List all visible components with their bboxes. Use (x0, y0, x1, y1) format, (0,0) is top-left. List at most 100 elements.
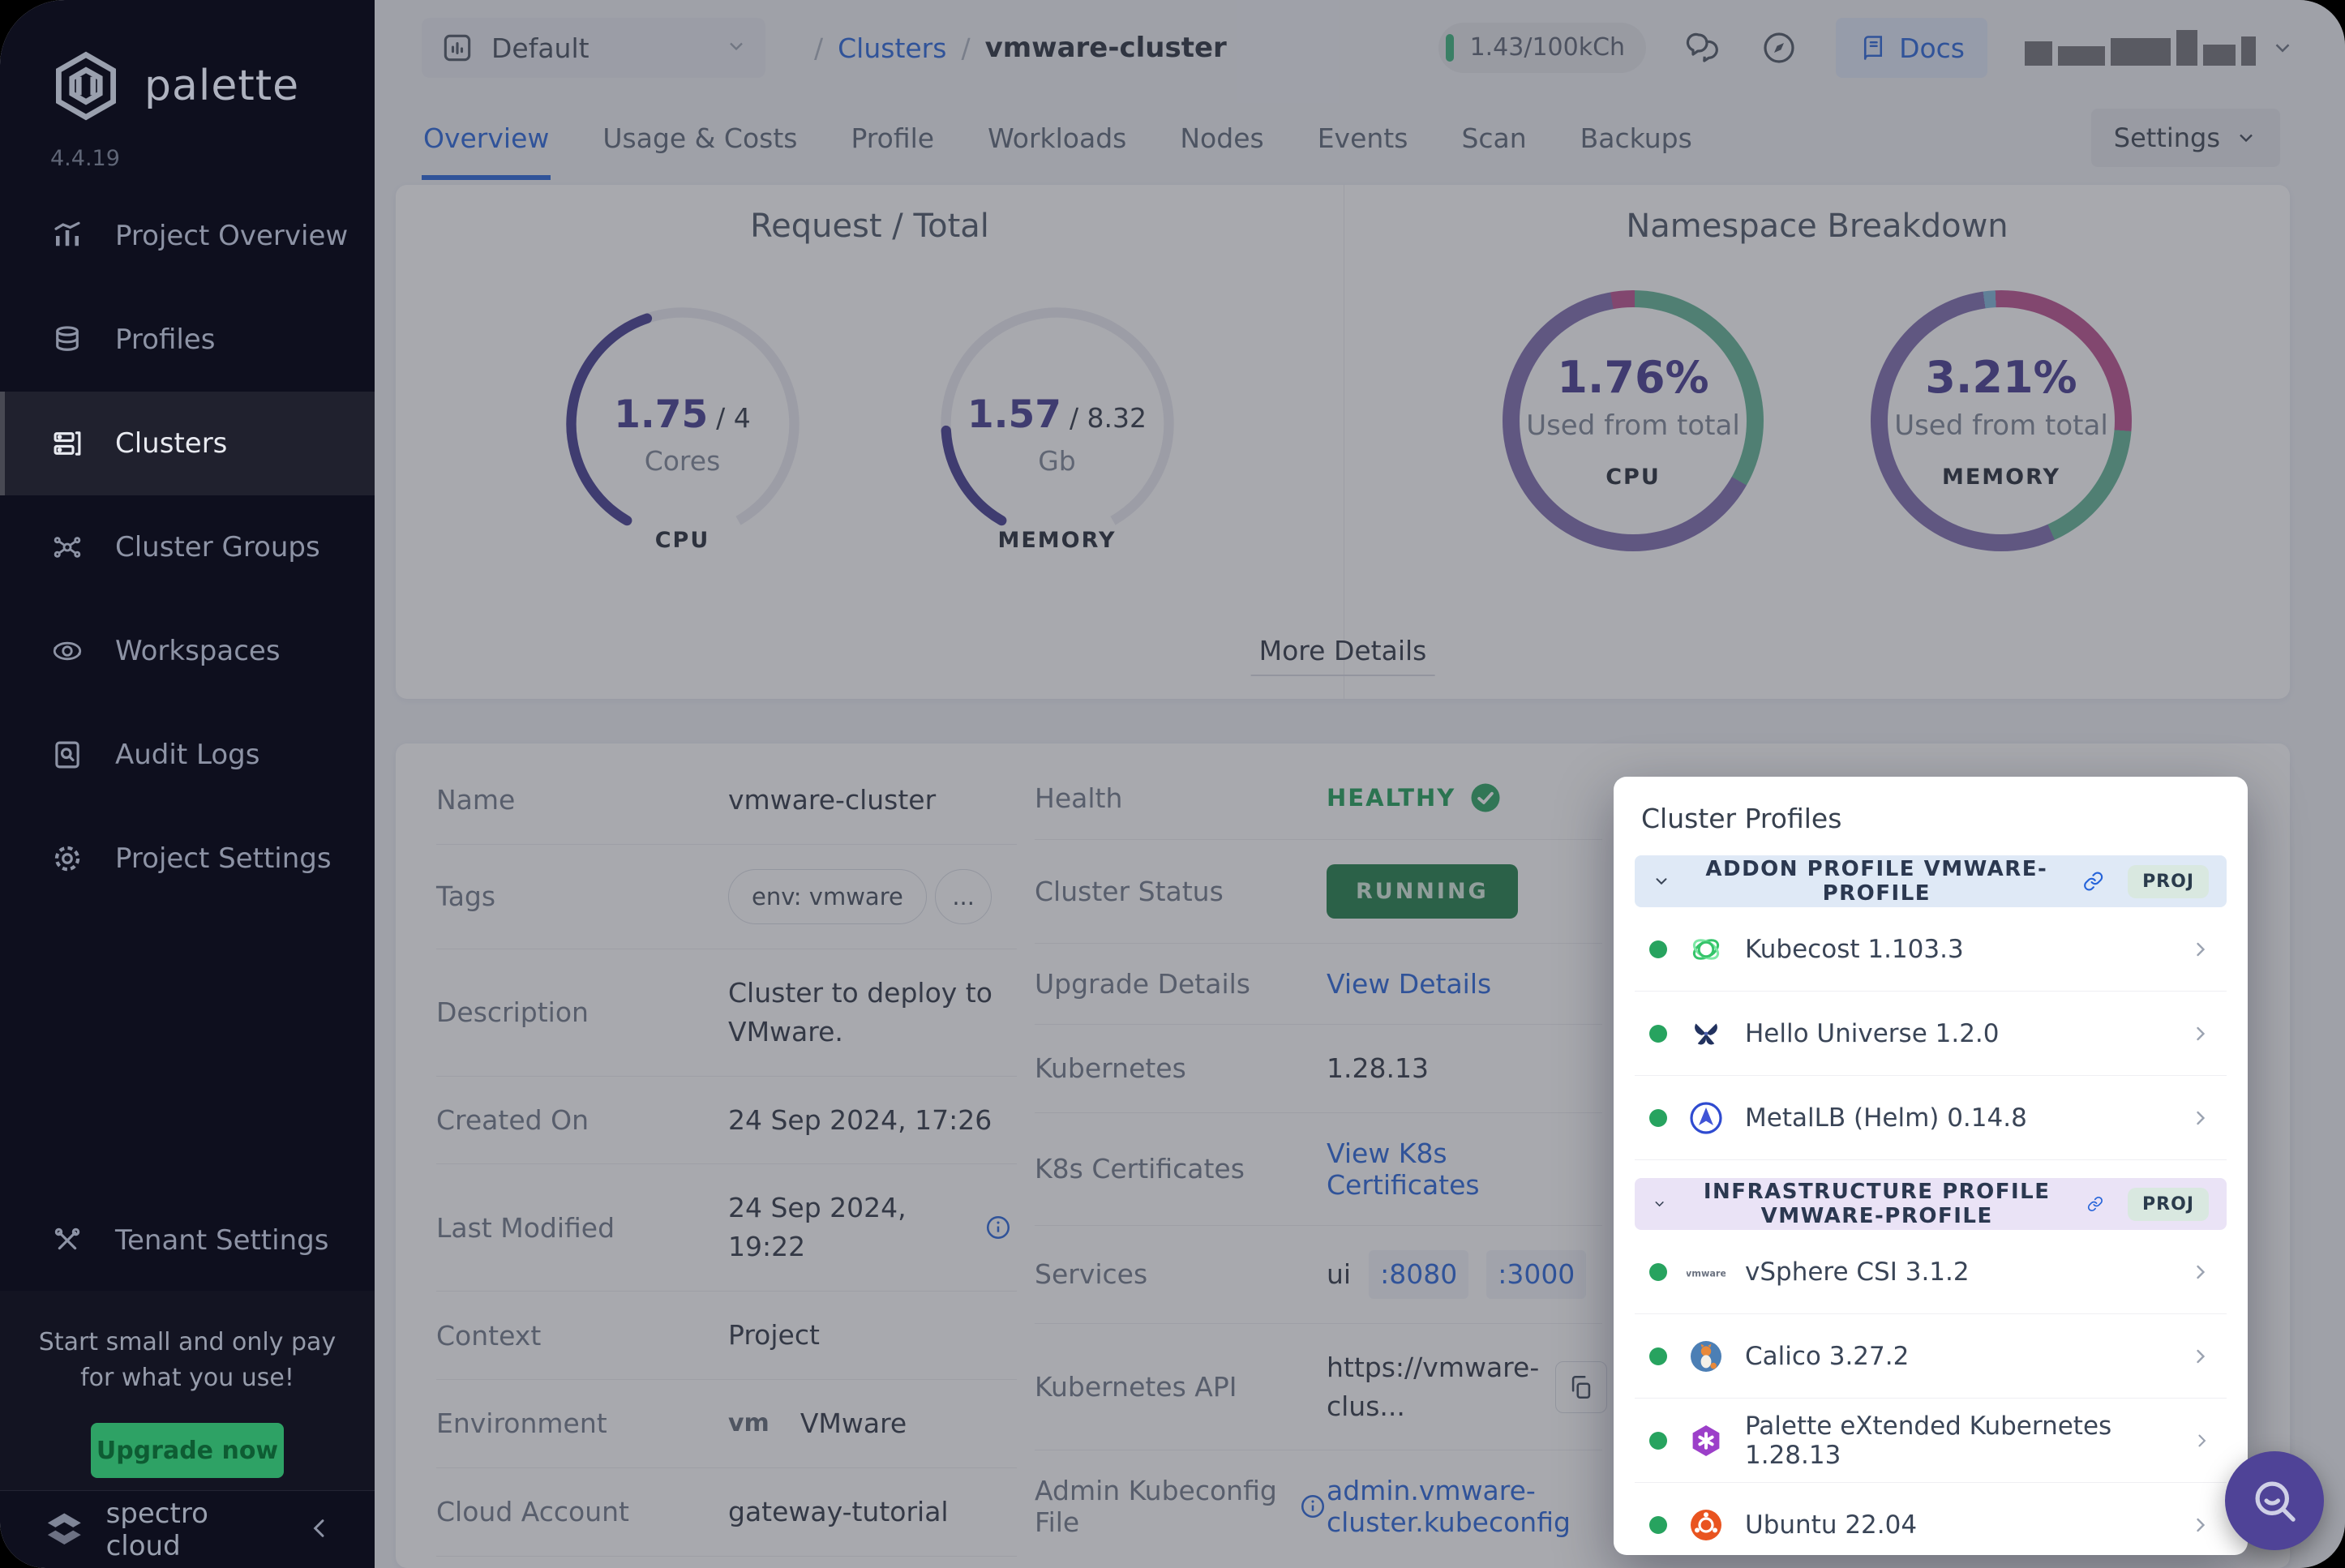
sidebar-collapse-button[interactable] (307, 1515, 332, 1544)
check-circle-icon (1471, 783, 1500, 812)
top-bar: Default / Clusters / vmware-cluster 1.43… (375, 0, 2345, 96)
sidebar-item-tenant-settings[interactable]: Tenant Settings (0, 1192, 375, 1289)
tab-nodes[interactable]: Nodes (1178, 96, 1265, 180)
context-value: Project (728, 1319, 820, 1352)
memory-namespace-donut: 3.21% Used from total MEMORY (1871, 290, 2132, 551)
hello-universe-icon (1687, 1014, 1726, 1053)
view-details-link[interactable]: View Details (1327, 968, 1492, 1000)
chevron-down-icon (725, 35, 748, 61)
kubecost-icon (1687, 930, 1726, 969)
chevron-right-icon (2197, 1265, 2206, 1279)
namespace-breakdown-title: Namespace Breakdown (1626, 208, 2008, 245)
scope-badge: PROJ (2128, 864, 2210, 898)
more-details-button[interactable]: More Details (1250, 635, 1435, 676)
network-icon (54, 537, 81, 558)
sidebar-item-label: Audit Logs (115, 739, 260, 771)
tag-env-vmware: env: vmware (728, 868, 927, 924)
tags-more-button[interactable]: ... (935, 868, 992, 924)
docs-button[interactable]: Docs (1836, 18, 1987, 78)
tab-scan[interactable]: Scan (1460, 96, 1528, 180)
detail-row-tags: Tags env: vmware ... (436, 843, 1017, 949)
description-value: Cluster to deploy to VMware. (728, 976, 992, 1047)
view-k8s-certificates-link[interactable]: View K8s Certificates (1327, 1137, 1480, 1201)
profile-layer-hello-universe[interactable]: Hello Universe 1.2.0 (1635, 992, 2227, 1076)
memory-used-caption: Used from total (1894, 409, 2108, 442)
status-dot (1649, 1262, 1667, 1281)
tools-icon (54, 1227, 80, 1250)
profile-layer-calico[interactable]: Calico 3.27.2 (1635, 1314, 2227, 1399)
pxk-icon (1687, 1421, 1726, 1460)
details-middle-column: Health HEALTHY Cluster Status RUNNING Up… (1035, 756, 1608, 1562)
footer-brand: spectro cloud (105, 1497, 208, 1562)
usage-credits-value: 1.43/100kCh (1469, 33, 1626, 62)
tab-overview[interactable]: Overview (422, 96, 551, 180)
profile-layer-vsphere-csi[interactable]: vmware vSphere CSI 3.1.2 (1635, 1230, 2227, 1314)
project-selector[interactable]: Default (422, 18, 765, 78)
info-icon[interactable] (1299, 1493, 1327, 1520)
cpu-request-value: 1.75 (614, 392, 709, 437)
details-left-column: Name vmware-cluster Tags env: vmware ...… (436, 756, 1017, 1568)
service-port-8080-link[interactable]: :8080 (1369, 1249, 1469, 1299)
scope-badge: PROJ (2128, 1187, 2209, 1221)
palette-logo-icon (56, 51, 116, 121)
tab-events[interactable]: Events (1316, 96, 1410, 180)
cluster-tabs: Overview Usage & Costs Profile Workloads… (422, 96, 2345, 180)
sidebar-item-label: Cluster Groups (115, 531, 320, 563)
chevron-down-icon (2275, 44, 2290, 53)
request-total-title: Request / Total (750, 208, 989, 245)
cpu-unit: Cores (644, 445, 721, 477)
sidebar-item-clusters[interactable]: Clusters (0, 392, 375, 495)
tab-workloads[interactable]: Workloads (986, 96, 1128, 180)
sidebar-item-label: Project Settings (115, 842, 332, 875)
sidebar-item-profiles[interactable]: Profiles (0, 288, 375, 392)
sidebar-item-label: Workspaces (115, 635, 281, 667)
cpu-donut-label: CPU (1605, 465, 1661, 490)
sidebar-item-audit-logs[interactable]: Audit Logs (0, 703, 375, 807)
settings-button[interactable]: Settings (2090, 109, 2280, 167)
detail-row-admin-kubeconfig: Admin Kubeconfig File admin.vmware-clust… (1035, 1450, 1602, 1562)
tab-profile[interactable]: Profile (849, 96, 936, 180)
user-name-redacted (2025, 30, 2256, 66)
cluster-name-value: vmware-cluster (728, 784, 937, 816)
info-icon[interactable] (984, 1214, 1012, 1241)
infrastructure-profile-section-header[interactable]: INFRASTRUCTURE PROFILE VMWARE-PROFILE PR… (1635, 1178, 2227, 1230)
upgrade-now-button[interactable]: Upgrade now (91, 1423, 284, 1478)
memory-request-value: 1.57 (967, 392, 1061, 437)
detail-row-created-on: Created On 24 Sep 2024, 17:26 (436, 1075, 1017, 1164)
sidebar-item-label: Clusters (115, 427, 228, 460)
kubeconfig-download-link[interactable]: admin.vmware-cluster.kubeconfig (1327, 1475, 1571, 1539)
detail-row-environment: Environment vm VMware (436, 1378, 1017, 1467)
sidebar-item-cluster-groups[interactable]: Cluster Groups (0, 495, 375, 599)
memory-gauge: 1.57/ 8.32 Gb MEMORY (924, 290, 1191, 558)
upgrade-promo: Start small and only pay for what you us… (0, 1291, 375, 1490)
sidebar-item-project-settings[interactable]: Project Settings (0, 807, 375, 910)
docs-label: Docs (1899, 32, 1965, 64)
cluster-profiles-panel: Cluster Profiles ADDON PROFILE VMWARE-PR… (1614, 777, 2248, 1555)
tab-backups[interactable]: Backups (1579, 96, 1694, 180)
tab-usage-costs[interactable]: Usage & Costs (601, 96, 799, 180)
copy-api-url-button[interactable] (1555, 1360, 1608, 1413)
profile-layer-ubuntu[interactable]: Ubuntu 22.04 (1635, 1483, 2227, 1555)
sidebar-item-label: Project Overview (115, 220, 349, 252)
breadcrumb-clusters-link[interactable]: Clusters (838, 32, 947, 64)
service-port-3000-link[interactable]: :3000 (1486, 1249, 1587, 1299)
profile-layer-kubecost[interactable]: Kubecost 1.103.3 (1635, 907, 2227, 992)
user-menu[interactable] (2025, 30, 2295, 66)
search-assistant-button[interactable] (2225, 1451, 2324, 1550)
usage-credits-pill[interactable]: 1.43/100kCh (1438, 23, 1647, 73)
chevron-down-icon (1655, 1202, 1664, 1207)
sidebar-item-project-overview[interactable]: Project Overview (0, 184, 375, 288)
vmware-logo-icon: vm (728, 1409, 770, 1438)
status-dot (1649, 1108, 1667, 1127)
sidebar-item-workspaces[interactable]: Workspaces (0, 599, 375, 703)
project-selector-value: Default (491, 32, 589, 64)
brand-logo: palette (0, 0, 375, 125)
chat-button[interactable] (1683, 28, 1722, 67)
addon-profile-section-header[interactable]: ADDON PROFILE VMWARE-PROFILE PROJ (1635, 855, 2227, 907)
profile-layer-palette-extended-kubernetes[interactable]: Palette eXtended Kubernetes 1.28.13 (1635, 1399, 2227, 1483)
cloud-account-value: gateway-tutorial (728, 1495, 949, 1527)
explore-button[interactable] (1760, 28, 1798, 67)
profile-layer-metallb[interactable]: MetalLB (Helm) 0.14.8 (1635, 1076, 2227, 1160)
last-modified-value: 24 Sep 2024, 19:22 (728, 1192, 907, 1263)
status-dot (1649, 1024, 1667, 1043)
